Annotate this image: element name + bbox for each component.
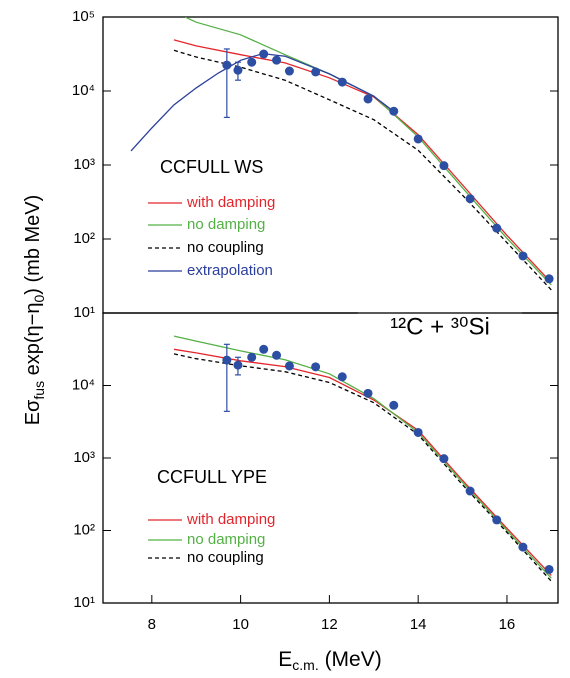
plot-frame <box>102 312 559 604</box>
series-line <box>173 49 552 291</box>
data-point <box>363 94 373 104</box>
x-tick-label: 14 <box>410 616 427 633</box>
legend-label: no damping <box>187 216 265 233</box>
x-tick-label: 12 <box>321 616 338 633</box>
data-point <box>247 352 257 362</box>
data-point <box>337 77 347 87</box>
annotation: ¹²C + ³⁰Si <box>390 313 490 340</box>
data-point <box>492 223 502 233</box>
y-axis-label-part: fus <box>31 381 47 400</box>
y-tick-label: 10⁴ <box>72 376 95 393</box>
data-point <box>284 361 294 371</box>
data-point <box>413 134 423 144</box>
data-point <box>413 427 423 437</box>
x-tick-label: 8 <box>148 616 156 633</box>
x-axis-label-part: c.m. <box>292 657 318 673</box>
y-tick-label: 10¹ <box>73 594 95 611</box>
data-point <box>337 372 347 382</box>
y-tick-label: 10¹ <box>73 304 95 321</box>
data-point <box>222 60 232 70</box>
data-point <box>389 400 399 410</box>
legend-label: no coupling <box>187 549 264 566</box>
annotation-bg <box>358 312 522 344</box>
legend-label: with damping <box>186 511 275 528</box>
data-point <box>465 194 475 204</box>
series-line <box>173 348 552 576</box>
data-point <box>233 65 243 75</box>
legend-label: no damping <box>187 531 265 548</box>
y-axis-label: Eσfus exp(η−η0) (mb MeV) <box>22 195 46 426</box>
y-axis-label-part: exp(η−η <box>22 303 44 381</box>
data-point <box>492 515 502 525</box>
data-point <box>284 66 294 76</box>
y-tick-label: 10² <box>73 230 95 247</box>
legend-label: no coupling <box>187 239 264 256</box>
y-tick-label: 10² <box>73 521 95 538</box>
data-point <box>259 344 269 354</box>
series-line <box>173 335 552 579</box>
y-tick-label: 10⁴ <box>72 82 95 99</box>
data-point <box>518 542 528 552</box>
data-point <box>311 67 321 77</box>
data-point <box>518 251 528 261</box>
data-point <box>311 362 321 372</box>
data-point <box>465 486 475 496</box>
data-point <box>544 564 554 574</box>
series-line <box>130 52 397 152</box>
data-point <box>439 161 449 171</box>
x-tick-label: 10 <box>232 616 249 633</box>
data-point <box>247 57 257 67</box>
y-axis-label-part: 0 <box>31 295 47 303</box>
data-point <box>544 274 554 284</box>
data-point <box>222 355 232 365</box>
data-point <box>272 350 282 360</box>
y-tick-label: 10³ <box>73 449 95 466</box>
annotation: CCFULL YPE <box>157 467 267 487</box>
data-point <box>389 106 399 116</box>
data-point <box>439 454 449 464</box>
y-tick-label: 10⁵ <box>72 8 95 25</box>
data-point <box>259 49 269 59</box>
annotation: CCFULL WS <box>160 157 263 177</box>
data-point <box>233 360 243 370</box>
x-axis-label-part: (MeV) <box>319 648 382 671</box>
y-tick-label: 10³ <box>73 156 95 173</box>
legend-label: with damping <box>186 194 275 211</box>
series-line <box>173 353 552 582</box>
x-tick-label: 16 <box>499 616 516 633</box>
x-axis-label-part: E <box>278 648 292 671</box>
data-point <box>272 55 282 65</box>
legend-label: extrapolation <box>187 262 273 279</box>
y-axis-label-part: ) (mb MeV) <box>22 195 44 295</box>
x-axis-label: Ec.m. (MeV) <box>278 648 381 673</box>
y-axis-label-part: Eσ <box>22 399 44 425</box>
series-line <box>173 39 552 284</box>
data-point <box>363 388 373 398</box>
